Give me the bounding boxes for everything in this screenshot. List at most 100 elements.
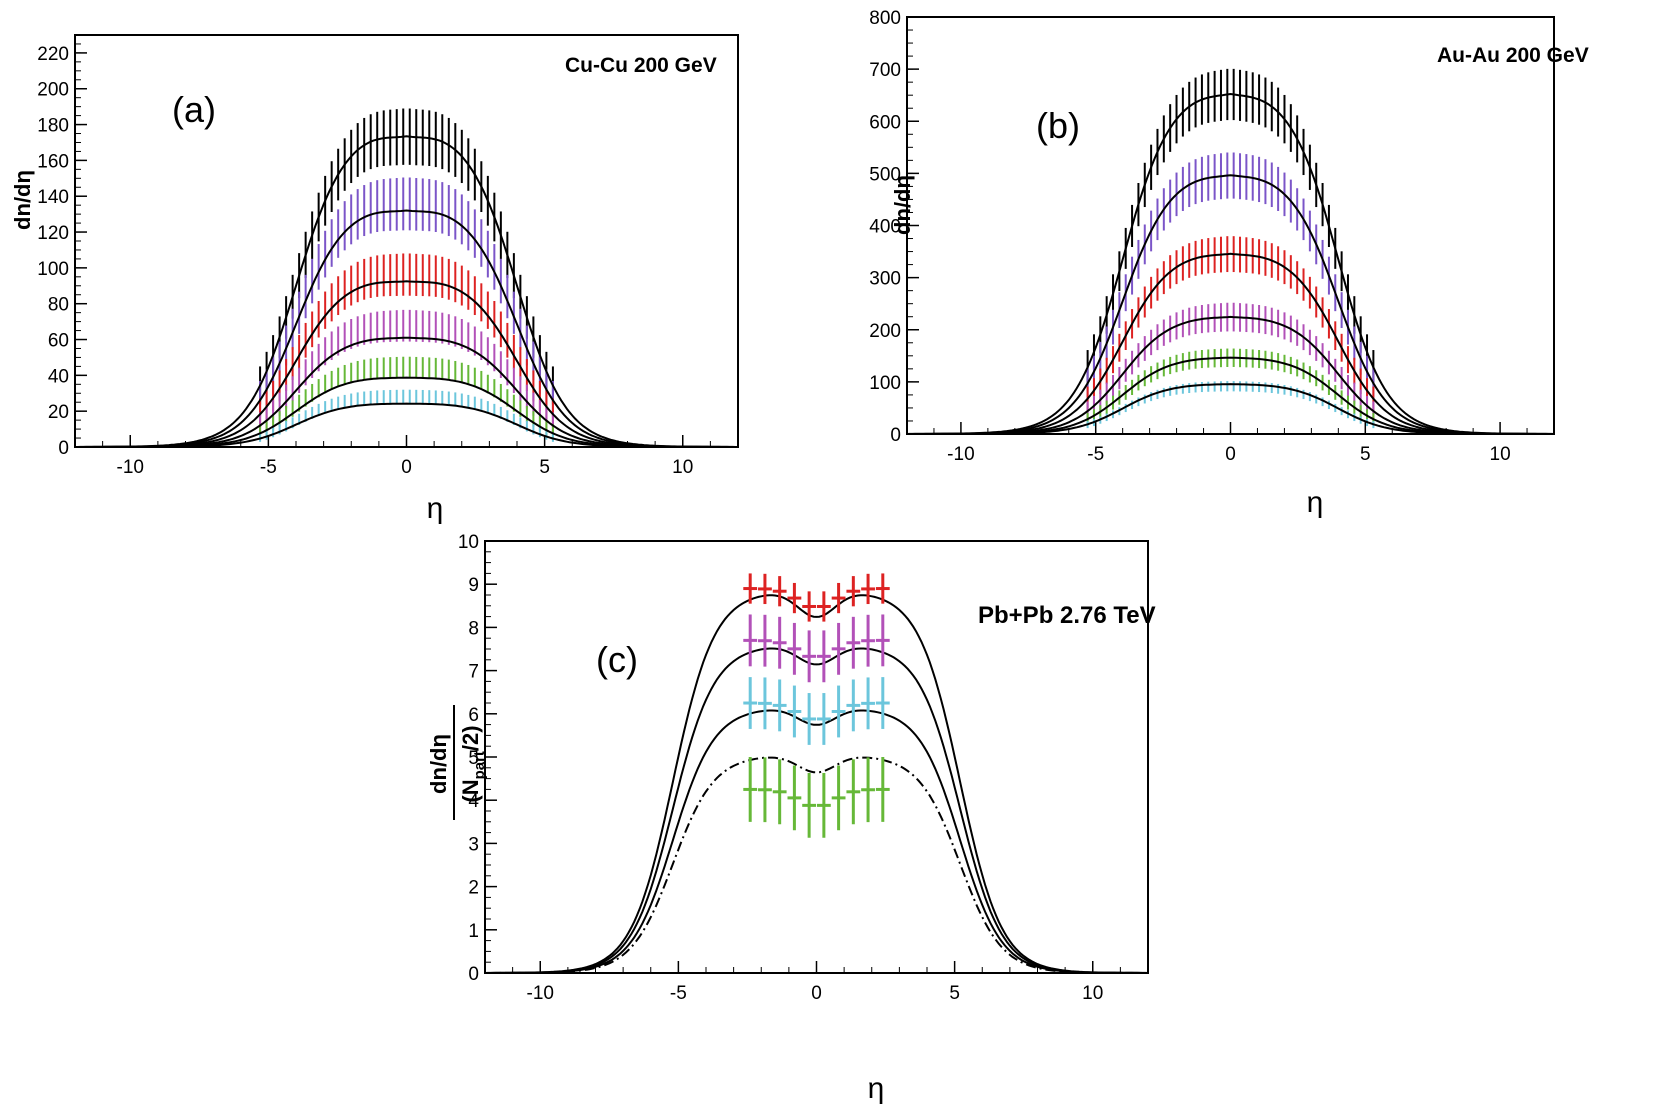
chart-a-model-curve-magenta [75,336,738,447]
chart-a-model-curve-black [75,135,738,447]
chart-c-series-cyan-points [743,677,890,745]
chart-a-y-tick-label: 140 [37,187,69,208]
chart-c-y-tick-label: 5 [468,748,479,769]
chart-a-panel-label: (a) [172,89,216,130]
chart-b-y-tick-label: 100 [869,373,901,394]
chart-c-y-tick-label: 6 [468,705,479,726]
chart-b-y-tick-label: 700 [869,60,901,81]
chart-b-series-black-points [1086,68,1375,385]
chart-c-series-red-points [743,573,890,622]
chart-b-plot-area [907,68,1554,434]
chart-b-model-curve-red [907,252,1554,434]
chart-c-y-tick-label: 4 [468,791,479,812]
chart-c-x-tick-label: -5 [670,983,687,1004]
chart-b-x-tick-label: 5 [1360,444,1371,465]
chart-c-model-curve-cyan [485,709,1148,973]
chart-c-y-tick-label: 7 [468,662,479,683]
chart-c-model-curve-green [485,756,1148,973]
chart-c-y-tick-label: 0 [468,964,479,985]
chart-a-plot-area [75,108,738,447]
chart-b-panel-label: (b) [1036,105,1080,146]
chart-c-y-tick-label: 8 [468,618,479,639]
chart-c-y-title-den-prefix: (N [458,779,483,802]
chart-c-plot-area [485,573,1148,973]
chart-b-y-tick-label: 0 [890,425,901,446]
chart-a-y-tick-label: 120 [37,223,69,244]
chart-c-y-tick-label: 3 [468,834,479,855]
chart-a-y-tick-label: 160 [37,151,69,172]
chart-a-model-curve-red [75,280,738,447]
chart-c-y-tick-label: 1 [468,921,479,942]
chart-a-series-purple-points [259,177,554,417]
chart-c-model-curve-magenta [485,647,1148,973]
chart-b-y-tick-label: 500 [869,164,901,185]
chart-c-y-tick-label: 2 [468,878,479,899]
chart-b-y-tick-label: 200 [869,321,901,342]
chart-c-y-title-den-suffix: /2) [458,725,483,751]
chart-c-x-tick-label: 5 [949,983,960,1004]
chart-c-y-tick-label: 9 [468,575,479,596]
chart-a-y-tick-label: 180 [37,116,69,137]
chart-c-y-axis-title: dn/dη (Npart/2) [426,705,488,820]
chart-c-series-green-points [743,757,890,838]
chart-a-x-axis-title: η [427,492,444,525]
chart-b-series-purple-points [1086,152,1375,399]
chart-a-y-axis-title: dn/dη [10,170,35,230]
chart-c-panel-label: (c) [596,639,638,680]
chart-b-x-tick-label: 0 [1225,444,1236,465]
chart-a-y-tick-label: 100 [37,259,69,280]
chart-b-model-curve-black [907,92,1554,434]
chart-c-y-title-denominator: (Npart/2) [458,725,488,802]
chart-a-y-tick-label: 20 [48,402,69,423]
chart-a-x-tick-label: 10 [672,457,693,478]
chart-b-annotation: Au-Au 200 GeV [1437,44,1589,67]
chart-a-x-tick-label: -10 [117,457,144,478]
chart-c-x-tick-label: 0 [811,983,822,1004]
chart-c-y-tick-label: 10 [458,532,479,553]
chart-a-series-magenta-points [259,309,554,434]
chart-a-annotation: Cu-Cu 200 GeV [565,54,717,77]
chart-a-series-red-points [259,253,554,428]
chart-a-y-tick-label: 60 [48,331,69,352]
chart-a-model-curve-cyan [75,402,738,447]
chart-a-series-green-points [259,356,554,439]
chart-a-y-tick-label: 0 [58,438,69,459]
chart-b-x-tick-label: -5 [1087,444,1104,465]
chart-b-series-magenta-points [1086,302,1375,421]
chart-c-annotation: Pb+Pb 2.76 TeV [978,602,1156,629]
chart-b-y-tick-label: 400 [869,217,901,238]
chart-c-y-title-den-sub: part [471,751,488,779]
chart-a-x-tick-label: 0 [401,457,412,478]
chart-b-y-tick-label: 800 [869,8,901,29]
chart-a-y-tick-label: 80 [48,295,69,316]
chart-b-x-tick-label: 10 [1490,444,1511,465]
chart-b-model-curve-magenta [907,315,1554,434]
chart-c-series-magenta-points [743,614,890,683]
chart-b-x-tick-label: -10 [947,444,974,465]
chart-a-x-tick-label: 5 [539,457,550,478]
chart-a-cu-cu: (a) Cu-Cu 200 GeV η dn/dη -10 -5 0 5 1002040… [10,34,739,525]
chart-a-y-tick-label: 40 [48,366,69,387]
chart-b-au-au: (b) Au-Au 200 GeV η dn/dη -10 -5 0 5 1001002… [869,8,1588,519]
chart-c-pb-pb: (c) Pb+Pb 2.76 TeV η dn/dη (Npart/2) -10… [426,532,1156,1105]
chart-a-y-tick-label: 220 [37,44,69,65]
chart-c-x-tick-label: -10 [527,983,554,1004]
chart-b-x-axis-title: η [1307,486,1324,519]
chart-a-x-tick-label: -5 [260,457,277,478]
chart-b-series-green-points [1086,348,1375,426]
chart-b-y-tick-label: 300 [869,269,901,290]
chart-b-plot-frame [906,16,1555,435]
chart-b-y-tick-label: 600 [869,112,901,133]
chart-a-y-tick-label: 200 [37,80,69,101]
chart-c-x-axis-title: η [868,1072,885,1105]
chart-b-series-cyan-points [1086,381,1375,429]
chart-a-series-black-points [259,108,554,405]
chart-a-model-curve-purple [75,209,738,447]
chart-c-x-tick-label: 10 [1082,983,1103,1004]
chart-b-model-curve-purple [907,174,1554,434]
chart-c-y-title-numerator: dn/dη [426,734,451,794]
chart-c-model-curve-red [485,594,1148,973]
chart-a-series-cyan-points [259,389,554,442]
chart-b-model-curve-cyan [907,383,1554,434]
